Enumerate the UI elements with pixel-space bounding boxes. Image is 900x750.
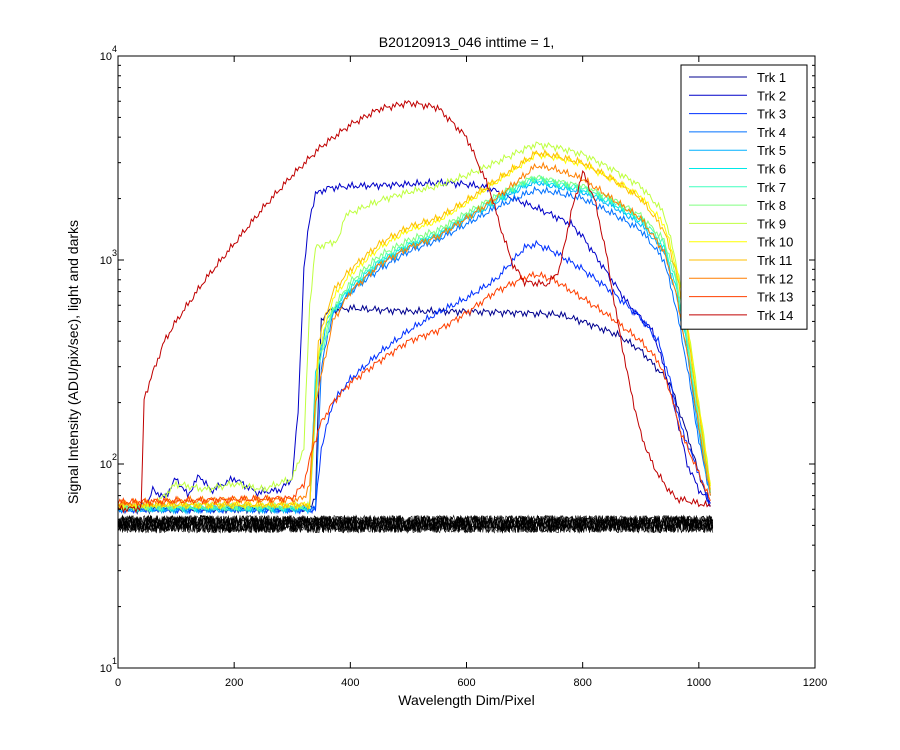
dark-trace [117, 514, 714, 534]
x-tick-label: 800 [573, 677, 591, 689]
y-tick-exponent: 1 [112, 656, 117, 666]
legend-entry-label: Trk 7 [757, 180, 786, 195]
dark-trace [117, 514, 713, 534]
legend-entry-label: Trk 14 [757, 308, 793, 323]
series-line-trk-12 [117, 161, 711, 508]
darks-band-layer [117, 514, 714, 534]
legend-entry-label: Trk 13 [757, 290, 793, 305]
y-tick-exponent: 2 [112, 452, 117, 462]
y-tick-label: 10 [100, 459, 112, 471]
y-axis-label: Signal Intensity (ADU/pix/sec), light an… [65, 220, 81, 504]
x-tick-label: 1000 [687, 677, 711, 689]
series-line-trk-9 [117, 141, 711, 512]
legend-entry-label: Trk 2 [757, 88, 786, 103]
y-tick-exponent: 3 [112, 248, 117, 258]
legend-entry-label: Trk 8 [757, 198, 786, 213]
x-axis-label: Wavelength Dim/Pixel [398, 692, 534, 708]
series-layer [117, 99, 711, 515]
y-tick-label: 10 [100, 663, 112, 675]
x-tick-label: 600 [457, 677, 475, 689]
x-tick-label: 400 [341, 677, 359, 689]
legend-entry-label: Trk 3 [757, 107, 786, 122]
series-line-trk-13 [117, 270, 711, 508]
legend-entry-label: Trk 5 [757, 143, 786, 158]
y-tick-label: 10 [100, 255, 112, 267]
series-line-trk-14 [117, 99, 711, 514]
legend-entry-label: Trk 12 [757, 271, 793, 286]
dark-trace [117, 514, 714, 534]
legend: Trk 1 Trk 2 Trk 3 Trk 4 Trk 5 Trk 6 Trk 7 Trk 8… [680, 64, 808, 330]
x-tick-label: 200 [225, 677, 243, 689]
legend-entry-label: Trk 4 [757, 125, 786, 140]
legend-entry-label: Trk 6 [757, 162, 786, 177]
legend-entry-label: Trk 9 [757, 216, 786, 231]
series-line-trk-11 [117, 148, 711, 511]
y-tick-exponent: 4 [112, 44, 117, 54]
x-axis-ticks: 0 200 400 600 800 1000 1200 [115, 56, 827, 689]
legend-entry-label: Trk 11 [757, 253, 792, 268]
legend-entry-label: Trk 10 [757, 235, 793, 250]
x-tick-label: 0 [115, 677, 121, 689]
legend-box [680, 64, 808, 330]
legend-entry-label: Trk 1 [757, 70, 786, 85]
x-tick-label: 1200 [803, 677, 827, 689]
chart-title: B20120913_046 inttime = 1, [379, 34, 555, 50]
series-line-trk-7 [117, 175, 711, 514]
y-tick-label: 10 [100, 51, 112, 63]
